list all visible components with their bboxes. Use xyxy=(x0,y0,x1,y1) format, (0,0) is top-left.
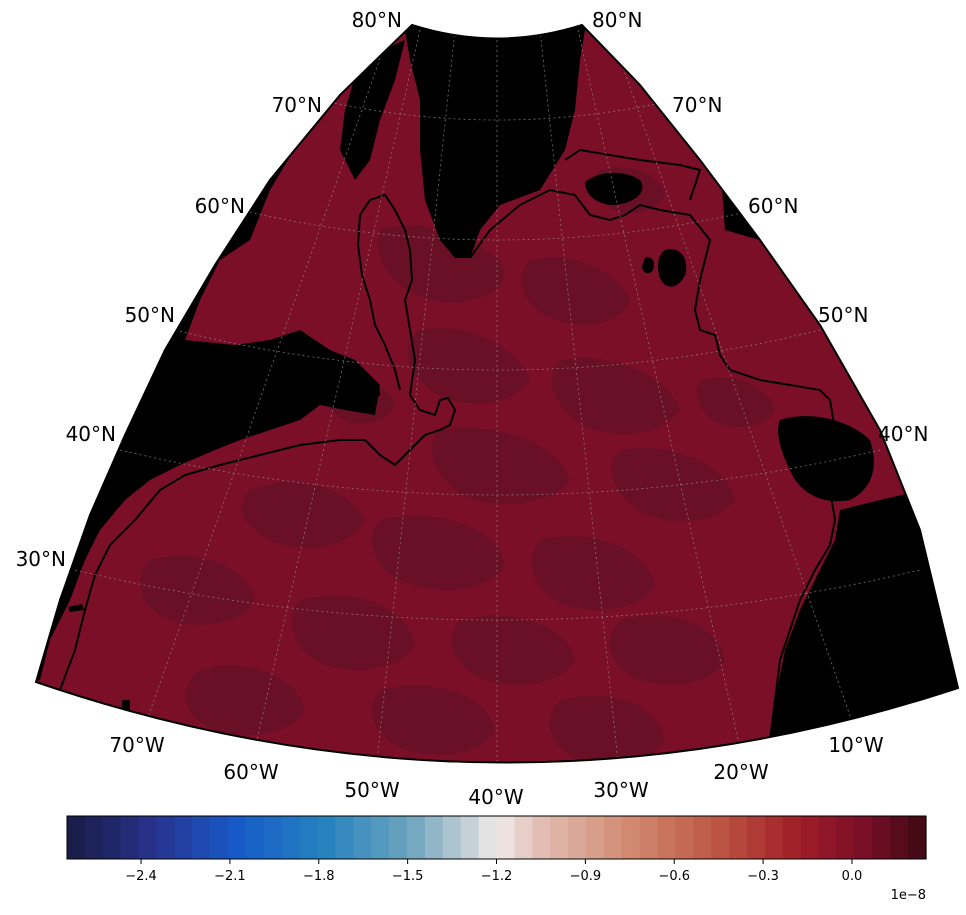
land-british-isles xyxy=(657,249,687,287)
land-iberia xyxy=(778,416,874,502)
lon-label-60w: 60°W xyxy=(223,760,278,784)
lat-label-right-80n: 80°N xyxy=(592,8,642,32)
colorbar-swatch xyxy=(621,816,641,859)
colorbar-swatch xyxy=(800,816,820,859)
colorbar-swatch xyxy=(764,816,784,859)
colorbar-ticks: −2.4 −2.1 −1.8 −1.5 −1.2 −0.9 −0.6 −0.3 0.0 xyxy=(125,859,862,884)
colorbar-tick-label: −2.4 xyxy=(125,869,157,884)
colorbar-swatch xyxy=(228,816,247,859)
colorbar-swatch xyxy=(908,816,927,859)
colorbar: −2.4 −2.1 −1.8 −1.5 −1.2 −0.9 −0.6 −0.3 0.0 1e−8 xyxy=(66,815,927,903)
colorbar-swatch xyxy=(299,816,319,859)
colorbar-swatch xyxy=(496,816,515,859)
colorbar-swatch xyxy=(353,816,372,859)
colorbar-swatch xyxy=(711,816,730,859)
colorbar-swatch xyxy=(478,816,498,859)
colorbar-swatch xyxy=(389,816,408,859)
colorbar-swatch xyxy=(818,816,838,859)
lon-label-30w: 30°W xyxy=(593,778,648,802)
lat-label-right-70n: 70°N xyxy=(672,93,722,117)
lon-label-50w: 50°W xyxy=(344,778,399,802)
land-ireland xyxy=(642,257,655,274)
colorbar-swatch xyxy=(192,816,211,859)
colorbar-swatch xyxy=(675,816,694,859)
colorbar-tick-label: −1.8 xyxy=(303,869,335,884)
colorbar-swatch xyxy=(84,816,104,859)
colorbar-swatch xyxy=(335,816,354,859)
lat-label-left-50n: 50°N xyxy=(125,303,175,327)
colorbar-swatch xyxy=(550,816,569,859)
colorbar-tick-label: 0.0 xyxy=(842,869,863,884)
colorbar-swatch xyxy=(657,816,677,859)
lat-label-left-40n: 40°N xyxy=(66,422,116,446)
colorbar-swatch xyxy=(156,816,175,859)
colorbar-exponent: 1e−8 xyxy=(891,888,926,903)
colorbar-tick-label: −1.2 xyxy=(481,869,513,884)
colorbar-tick-label: −0.6 xyxy=(658,869,690,884)
colorbar-swatch xyxy=(532,816,551,859)
colorbar-swatch xyxy=(138,816,158,859)
colorbar-swatch xyxy=(782,816,802,859)
lon-label-10w: 10°W xyxy=(828,733,883,757)
colorbar-swatch xyxy=(836,816,856,859)
colorbar-swatch xyxy=(442,816,462,859)
lat-label-right-50n: 50°N xyxy=(818,303,868,327)
lat-labels-left: 80°N 70°N 60°N 50°N 40°N 30°N xyxy=(16,8,402,571)
colorbar-swatch xyxy=(102,816,122,859)
lon-labels: 70°W 60°W 50°W 40°W 30°W 20°W 10°W xyxy=(109,733,883,809)
colorbar-swatch xyxy=(890,816,909,859)
colorbar-swatch xyxy=(245,816,265,859)
colorbar-swatch xyxy=(460,816,480,859)
colorbar-swatch xyxy=(371,816,390,859)
lat-label-left-80n: 80°N xyxy=(352,8,402,32)
colorbar-swatch xyxy=(424,816,444,859)
colorbar-swatch xyxy=(747,816,766,859)
lon-label-20w: 20°W xyxy=(713,760,768,784)
colorbar-tick-label: −0.9 xyxy=(570,869,602,884)
colorbar-swatch xyxy=(514,816,533,859)
colorbar-swatch xyxy=(729,816,748,859)
lat-label-right-60n: 60°N xyxy=(748,194,798,218)
lat-label-left-60n: 60°N xyxy=(195,194,245,218)
map-boundary xyxy=(34,23,960,764)
colorbar-swatch xyxy=(263,816,283,859)
colorbar-swatch xyxy=(317,816,337,859)
graticule xyxy=(74,29,921,763)
colorbar-swatch xyxy=(693,816,712,859)
colorbar-swatch xyxy=(639,816,659,859)
lat-label-right-40n: 40°N xyxy=(878,422,928,446)
lat-labels-right: 80°N 70°N 60°N 50°N 40°N xyxy=(592,8,928,446)
colorbar-swatch xyxy=(854,816,873,859)
lat-label-left-30n: 30°N xyxy=(16,547,66,571)
colorbar-swatch xyxy=(603,816,623,859)
lon-label-70w: 70°W xyxy=(109,733,164,757)
colorbar-swatches xyxy=(67,816,927,859)
colorbar-swatch xyxy=(210,816,229,859)
colorbar-tick-label: −2.1 xyxy=(214,869,246,884)
colorbar-swatch xyxy=(585,816,605,859)
colorbar-swatch xyxy=(67,816,86,859)
colorbar-tick-label: −0.3 xyxy=(747,869,779,884)
colorbar-swatch xyxy=(281,816,301,859)
colorbar-swatch xyxy=(568,816,587,859)
land-iceland xyxy=(585,172,643,205)
ocean-anomaly-patches xyxy=(139,166,775,763)
colorbar-swatch xyxy=(120,816,140,859)
colorbar-swatch xyxy=(174,816,193,859)
land-africa xyxy=(760,480,958,763)
colorbar-swatch xyxy=(407,816,426,859)
lon-label-40w: 40°W xyxy=(468,785,523,809)
colorbar-swatch xyxy=(872,816,891,859)
lat-label-left-70n: 70°N xyxy=(272,93,322,117)
colorbar-tick-label: −1.5 xyxy=(392,869,424,884)
land-greenland xyxy=(400,25,590,258)
